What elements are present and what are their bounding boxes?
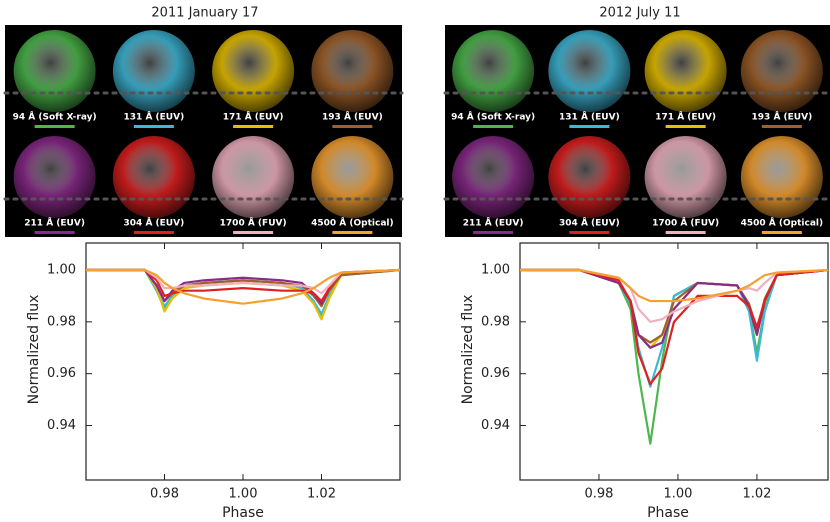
sun-image xyxy=(13,30,96,112)
sun-image xyxy=(112,136,195,218)
series-swatch xyxy=(761,125,802,128)
sun-image xyxy=(452,136,535,218)
sun-image xyxy=(311,30,394,112)
sun-image xyxy=(13,136,96,218)
y-tick-label: 0.94 xyxy=(47,418,76,433)
series-label: 94 Å (Soft X-ray) xyxy=(13,112,97,123)
series-label: 193 Å (EUV) xyxy=(322,112,383,123)
sun-image xyxy=(452,30,535,112)
series-label: 193 Å (EUV) xyxy=(752,112,813,123)
series-swatch xyxy=(332,231,373,234)
series-line xyxy=(520,268,829,344)
series-label: 211 Å (EUV) xyxy=(24,218,85,229)
series-label: 304 Å (EUV) xyxy=(124,218,185,229)
series-swatch xyxy=(233,231,274,234)
series-swatch xyxy=(233,125,274,128)
series-swatch xyxy=(569,231,610,234)
sun-image xyxy=(740,30,823,112)
series-label: 1700 Å (FUV) xyxy=(652,218,719,229)
lines xyxy=(86,268,400,321)
sun-image xyxy=(644,136,727,218)
y-tick-label: 1.00 xyxy=(481,262,510,277)
series-swatch xyxy=(473,125,514,128)
series-line xyxy=(86,268,400,305)
series-label: 131 Å (EUV) xyxy=(559,112,620,123)
x-tick-label: 1.02 xyxy=(742,487,771,502)
x-axis-label: Phase xyxy=(647,505,689,521)
sun-image xyxy=(212,30,295,112)
sun-image xyxy=(548,136,631,218)
series-swatch xyxy=(133,231,174,234)
series-label: 4500 Å (Optical) xyxy=(311,218,393,229)
lines xyxy=(520,268,829,445)
series-swatch xyxy=(34,125,75,128)
sun-image xyxy=(311,136,394,218)
series-swatch xyxy=(473,231,514,234)
series-label: 94 Å (Soft X-ray) xyxy=(451,112,535,123)
y-tick-label: 0.98 xyxy=(481,314,510,329)
chart-title: 2012 July 11 xyxy=(599,6,680,21)
series-swatch xyxy=(133,125,174,128)
y-tick-label: 0.94 xyxy=(481,418,510,433)
sun-image xyxy=(212,136,295,218)
series-swatch xyxy=(665,125,706,128)
x-tick-label: 1.02 xyxy=(307,487,336,502)
sun-image xyxy=(548,30,631,112)
series-label: 211 Å (EUV) xyxy=(463,218,524,229)
series-swatch xyxy=(34,231,75,234)
x-tick-label: 1.00 xyxy=(663,487,692,502)
series-line xyxy=(520,268,829,388)
x-tick-label: 0.98 xyxy=(150,487,179,502)
chart-title: 2011 January 17 xyxy=(151,6,258,21)
x-tick-label: 1.00 xyxy=(229,487,258,502)
series-swatch xyxy=(761,231,802,234)
series-label: 1700 Å (FUV) xyxy=(220,218,287,229)
series-line xyxy=(520,268,829,386)
y-tick-label: 0.98 xyxy=(47,314,76,329)
plot-frame xyxy=(519,242,829,481)
y-tick-label: 0.96 xyxy=(481,366,510,381)
series-label: 171 Å (EUV) xyxy=(655,112,716,123)
series-line xyxy=(520,268,829,349)
series-line xyxy=(520,268,829,303)
series-label: 4500 Å (Optical) xyxy=(741,218,823,229)
series-label: 171 Å (EUV) xyxy=(223,112,284,123)
series-label: 131 Å (EUV) xyxy=(124,112,185,123)
y-tick-label: 1.00 xyxy=(47,262,76,277)
series-line xyxy=(86,268,400,295)
series-swatch xyxy=(569,125,610,128)
y-axis-label: Normalized flux xyxy=(460,295,476,405)
x-tick-label: 0.98 xyxy=(584,487,613,502)
series-swatch xyxy=(332,125,373,128)
sun-image xyxy=(644,30,727,112)
sun-image xyxy=(740,136,823,218)
y-tick-label: 0.96 xyxy=(47,366,76,381)
series-line xyxy=(86,268,400,303)
series-line xyxy=(86,268,400,316)
series-swatch xyxy=(665,231,706,234)
x-axis-label: Phase xyxy=(222,505,264,521)
sun-image xyxy=(112,30,195,112)
y-axis-label: Normalized flux xyxy=(26,295,42,405)
series-label: 304 Å (EUV) xyxy=(559,218,620,229)
